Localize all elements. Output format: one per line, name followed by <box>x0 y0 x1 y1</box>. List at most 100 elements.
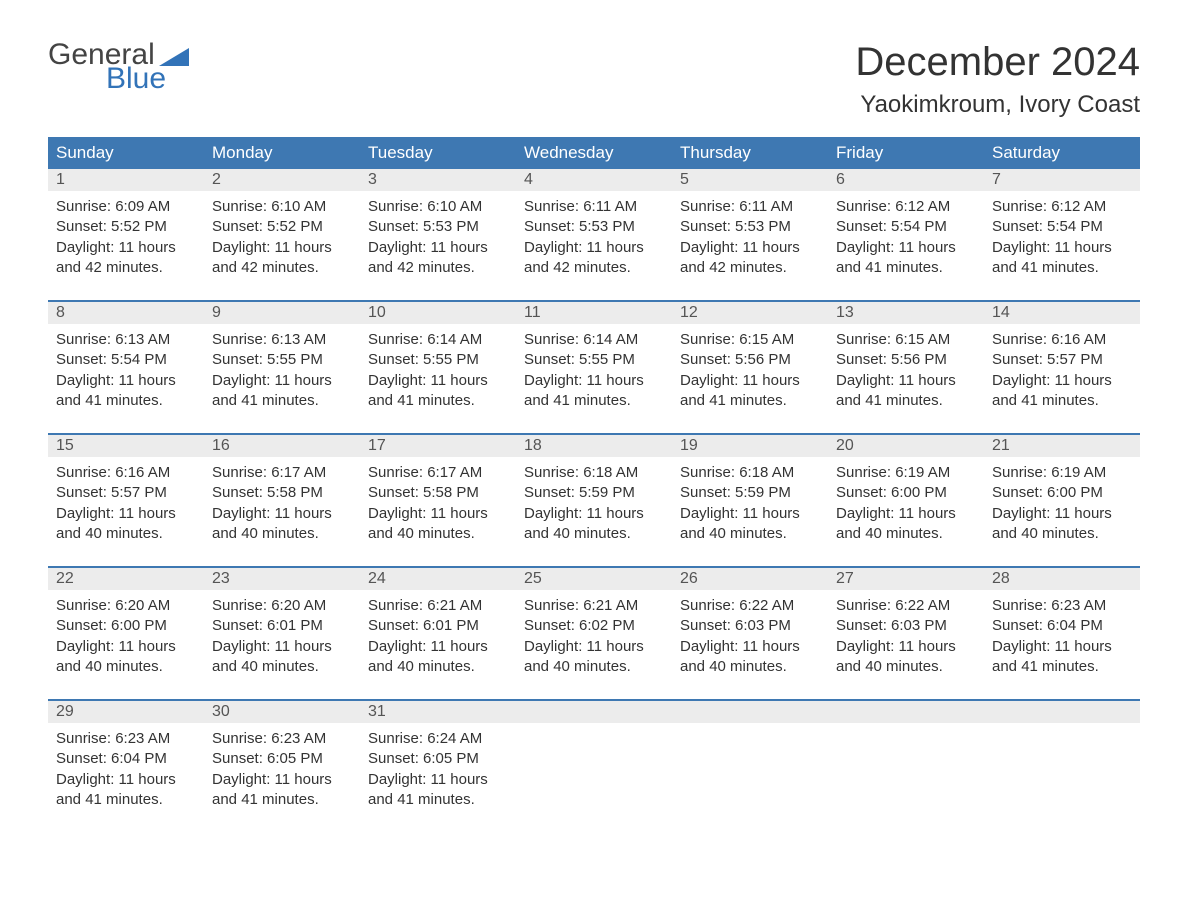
day-number-row: 1234567 <box>48 169 1140 191</box>
day-number: 24 <box>360 568 516 590</box>
day-data-row: Sunrise: 6:09 AMSunset: 5:52 PMDaylight:… <box>48 191 1140 282</box>
sunrise-line: Sunrise: 6:09 AM <box>56 197 196 217</box>
day-number: 18 <box>516 435 672 457</box>
sunrise-line: Sunrise: 6:19 AM <box>836 463 976 483</box>
sunrise-line: Sunrise: 6:15 AM <box>836 330 976 350</box>
day-cell: Sunrise: 6:20 AMSunset: 6:01 PMDaylight:… <box>204 590 360 681</box>
sunrise-line: Sunrise: 6:11 AM <box>524 197 664 217</box>
sunrise-line: Sunrise: 6:23 AM <box>212 729 352 749</box>
day-cell: Sunrise: 6:09 AMSunset: 5:52 PMDaylight:… <box>48 191 204 282</box>
day-cell: Sunrise: 6:21 AMSunset: 6:01 PMDaylight:… <box>360 590 516 681</box>
day-cell <box>828 723 984 814</box>
day-number: 4 <box>516 169 672 191</box>
day-cell: Sunrise: 6:14 AMSunset: 5:55 PMDaylight:… <box>360 324 516 415</box>
weekday-header: Thursday <box>672 137 828 169</box>
day-cell: Sunrise: 6:17 AMSunset: 5:58 PMDaylight:… <box>360 457 516 548</box>
weekday-header: Saturday <box>984 137 1140 169</box>
sunset-line: Sunset: 5:52 PM <box>212 217 352 237</box>
week-block: 22232425262728Sunrise: 6:20 AMSunset: 6:… <box>48 566 1140 681</box>
day-number: 31 <box>360 701 516 723</box>
sunset-line: Sunset: 6:04 PM <box>56 749 196 769</box>
sunrise-line: Sunrise: 6:23 AM <box>56 729 196 749</box>
day-number: 22 <box>48 568 204 590</box>
day-number: 9 <box>204 302 360 324</box>
day-data-row: Sunrise: 6:20 AMSunset: 6:00 PMDaylight:… <box>48 590 1140 681</box>
sunset-line: Sunset: 6:05 PM <box>368 749 508 769</box>
daylight-line: Daylight: 11 hours and 41 minutes. <box>56 770 196 811</box>
day-cell: Sunrise: 6:16 AMSunset: 5:57 PMDaylight:… <box>48 457 204 548</box>
sunrise-line: Sunrise: 6:16 AM <box>56 463 196 483</box>
daylight-line: Daylight: 11 hours and 42 minutes. <box>524 238 664 279</box>
day-number: 6 <box>828 169 984 191</box>
day-cell: Sunrise: 6:13 AMSunset: 5:55 PMDaylight:… <box>204 324 360 415</box>
day-cell <box>984 723 1140 814</box>
daylight-line: Daylight: 11 hours and 41 minutes. <box>212 371 352 412</box>
daylight-line: Daylight: 11 hours and 42 minutes. <box>680 238 820 279</box>
sunrise-line: Sunrise: 6:24 AM <box>368 729 508 749</box>
title-block: December 2024 Yaokimkroum, Ivory Coast <box>855 40 1140 119</box>
weekday-header-row: SundayMondayTuesdayWednesdayThursdayFrid… <box>48 137 1140 169</box>
day-number: 30 <box>204 701 360 723</box>
day-data-row: Sunrise: 6:16 AMSunset: 5:57 PM Daylight:… <box>48 457 1140 548</box>
day-cell: Sunrise: 6:18 AMSunset: 5:59 PMDaylight:… <box>516 457 672 548</box>
day-cell: Sunrise: 6:11 AMSunset: 5:53 PMDaylight:… <box>672 191 828 282</box>
day-cell: Sunrise: 6:21 AMSunset: 6:02 PMDaylight:… <box>516 590 672 681</box>
page-header: General Blue December 2024 Yaokimkroum, … <box>48 40 1140 119</box>
daylight-line: Daylight: 11 hours and 41 minutes. <box>836 238 976 279</box>
day-cell: Sunrise: 6:15 AMSunset: 5:56 PMDaylight:… <box>828 324 984 415</box>
day-number: 19 <box>672 435 828 457</box>
sunset-line: Sunset: 5:54 PM <box>836 217 976 237</box>
day-data-row: Sunrise: 6:23 AMSunset: 6:04 PMDaylight:… <box>48 723 1140 814</box>
daylight-line: Daylight: 11 hours and 40 minutes. <box>56 637 196 678</box>
day-number-row: 293031 <box>48 701 1140 723</box>
day-cell <box>516 723 672 814</box>
day-number <box>984 701 1140 723</box>
sunset-line: Sunset: 6:00 PM <box>992 483 1132 503</box>
day-cell: Sunrise: 6:14 AMSunset: 5:55 PMDaylight:… <box>516 324 672 415</box>
day-number-row: 891011121314 <box>48 302 1140 324</box>
day-number: 12 <box>672 302 828 324</box>
daylight-line: Daylight: 11 hours and 40 minutes. <box>680 637 820 678</box>
sunrise-line: Sunrise: 6:13 AM <box>212 330 352 350</box>
day-cell: Sunrise: 6:13 AMSunset: 5:54 PMDaylight:… <box>48 324 204 415</box>
sunset-line: Sunset: 5:57 PM <box>56 483 196 503</box>
logo-word-blue: Blue <box>106 64 189 94</box>
sunrise-line: Sunrise: 6:21 AM <box>368 596 508 616</box>
sunrise-line: Sunrise: 6:11 AM <box>680 197 820 217</box>
sunset-line: Sunset: 5:54 PM <box>992 217 1132 237</box>
sunrise-line: Sunrise: 6:15 AM <box>680 330 820 350</box>
day-number: 1 <box>48 169 204 191</box>
sunrise-line: Sunrise: 6:12 AM <box>836 197 976 217</box>
daylight-line: Daylight: 11 hours and 41 minutes. <box>368 371 508 412</box>
day-cell: Sunrise: 6:24 AMSunset: 6:05 PMDaylight:… <box>360 723 516 814</box>
sunrise-line: Sunrise: 6:17 AM <box>212 463 352 483</box>
daylight-line: Daylight: 11 hours and 40 minutes. <box>368 504 508 545</box>
day-cell <box>672 723 828 814</box>
calendar-grid: SundayMondayTuesdayWednesdayThursdayFrid… <box>48 137 1140 814</box>
daylight-line: Daylight: 11 hours and 42 minutes. <box>212 238 352 279</box>
day-number: 23 <box>204 568 360 590</box>
sunrise-line: Sunrise: 6:22 AM <box>836 596 976 616</box>
day-cell: Sunrise: 6:16 AMSunset: 5:57 PMDaylight:… <box>984 324 1140 415</box>
day-number: 15 <box>48 435 204 457</box>
sunset-line: Sunset: 5:54 PM <box>56 350 196 370</box>
sunrise-line: Sunrise: 6:10 AM <box>368 197 508 217</box>
daylight-line: Daylight: 11 hours and 41 minutes. <box>368 770 508 811</box>
week-block: 15161718192021Sunrise: 6:16 AMSunset: 5:… <box>48 433 1140 548</box>
sunset-line: Sunset: 5:56 PM <box>680 350 820 370</box>
sunrise-line: Sunrise: 6:10 AM <box>212 197 352 217</box>
day-number: 21 <box>984 435 1140 457</box>
day-data-row: Sunrise: 6:13 AM Sunset: 5:54 PM Daylight:… <box>48 324 1140 415</box>
sunset-line: Sunset: 6:04 PM <box>992 616 1132 636</box>
day-cell: Sunrise: 6:10 AMSunset: 5:52 PMDaylight:… <box>204 191 360 282</box>
day-number: 2 <box>204 169 360 191</box>
day-cell: Sunrise: 6:20 AMSunset: 6:00 PMDaylight:… <box>48 590 204 681</box>
sunset-line: Sunset: 6:02 PM <box>524 616 664 636</box>
sunset-line: Sunset: 5:57 PM <box>992 350 1132 370</box>
sunset-line: Sunset: 5:56 PM <box>836 350 976 370</box>
sunset-line: Sunset: 5:52 PM <box>56 217 196 237</box>
day-number <box>828 701 984 723</box>
sunset-line: Sunset: 6:01 PM <box>368 616 508 636</box>
daylight-line: Daylight: 11 hours and 40 minutes. <box>836 637 976 678</box>
week-block: 891011121314 Sunrise: 6:13 AM Sunset: 5:54… <box>48 300 1140 415</box>
